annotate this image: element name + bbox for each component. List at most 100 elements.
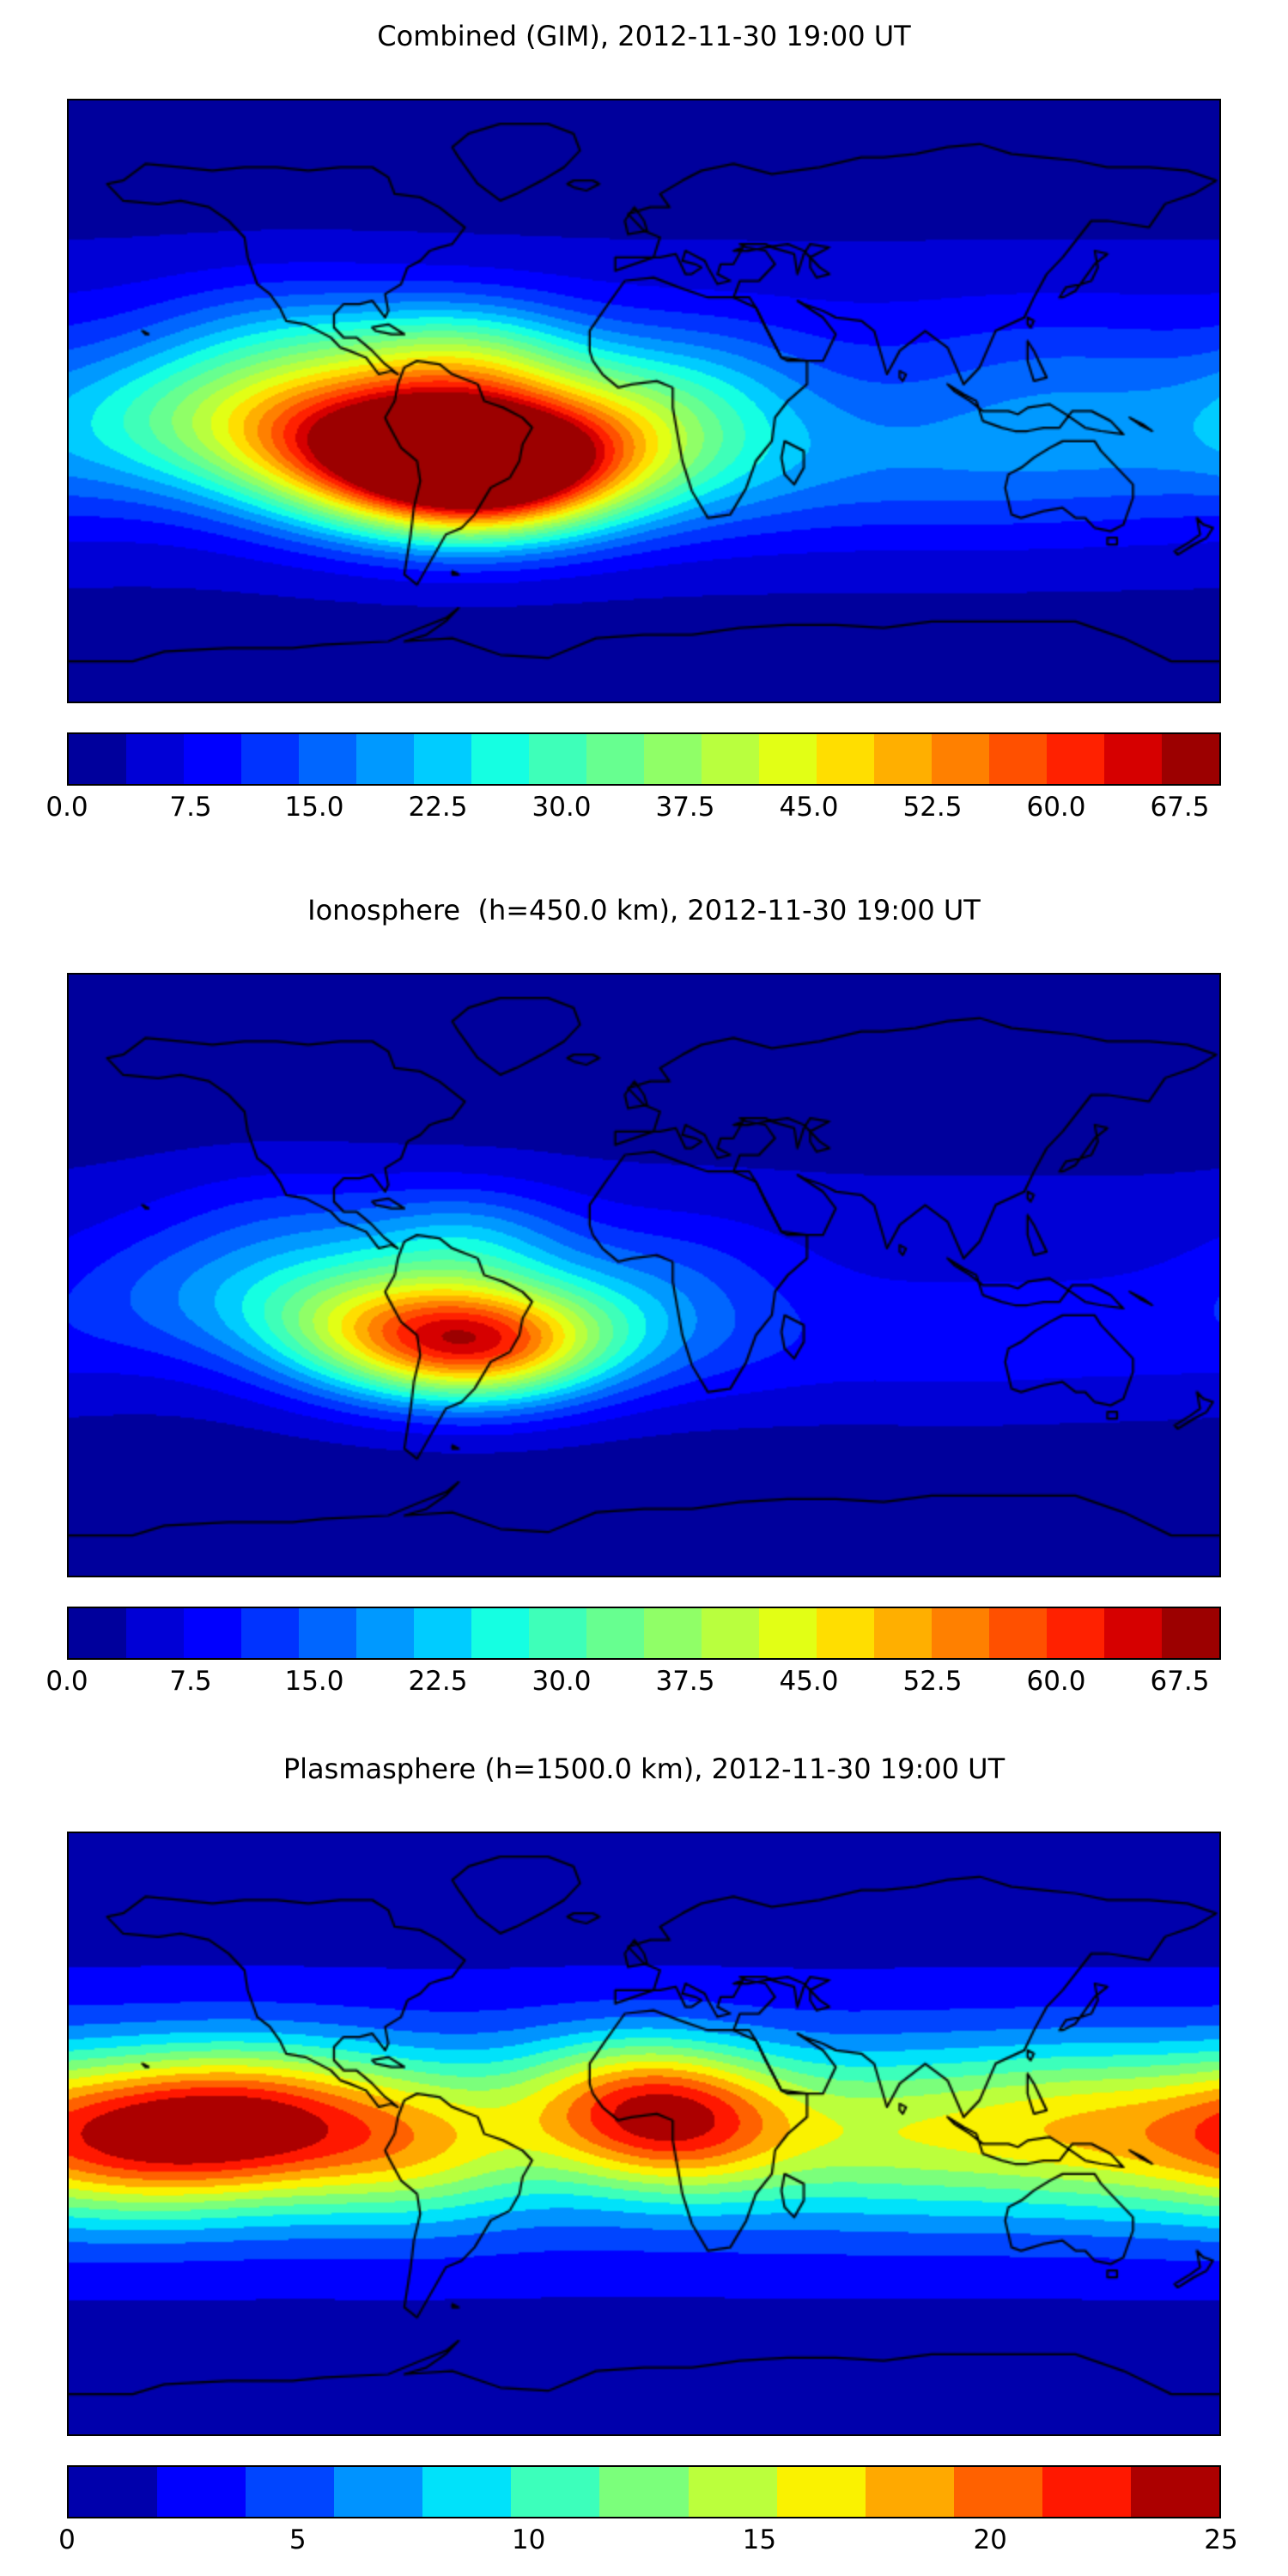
colorbar-tick-label: 7.5 [169,792,212,823]
colorbar-segment [932,1608,989,1658]
colorbar-segment [184,734,241,784]
colorbar-combined-gim [67,732,1221,786]
colorbar-segment [1162,1608,1219,1658]
colorbar-segment [69,2467,158,2517]
colorbar-segment [1042,2467,1131,2517]
colorbar-segment [69,734,126,784]
colorbar-strip-plasmasphere [69,2467,1219,2517]
colorbar-tick-label: 37.5 [655,792,715,823]
colorbar-segment [759,1608,817,1658]
colorbar-segment [511,2467,600,2517]
map-image-plasmasphere [69,1833,1219,2434]
colorbar-tick-label: 15.0 [284,1666,344,1697]
colorbar-tick-label: 0.0 [46,792,88,823]
colorbar-ionosphere [67,1607,1221,1660]
colorbar-tick-label: 0.0 [46,1666,88,1697]
colorbar-segment [471,1608,529,1658]
colorbar-segment [1047,1608,1104,1658]
colorbar-tick-label: 22.5 [408,1666,468,1697]
colorbar-tick-label: 20 [973,2524,1007,2555]
colorbar-segment [759,734,817,784]
panel-combined-gim: Combined (GIM), 2012-11-30 19:00 UT 0.0 7… [0,0,1288,859]
colorbar-segment [932,734,989,784]
map-axes-combined-gim [67,99,1221,703]
colorbar-segment [702,734,759,784]
colorbar-segment [874,734,932,784]
colorbar-tick-label: 67.5 [1150,792,1210,823]
colorbar-tick-label: 52.5 [902,1666,963,1697]
colorbar-segment [241,734,299,784]
colorbar-segment [422,2467,512,2517]
colorbar-ticklabels-ionosphere: 0.0 7.5 15.0 22.5 30.0 37.5 45.0 52.5 60.0 67.5 [46,1662,1221,1701]
colorbar-segment [356,1608,414,1658]
colorbar-segment [299,734,356,784]
colorbar-segment [299,1608,356,1658]
colorbar-strip-ionosphere [69,1608,1219,1658]
colorbar-tick-label: 5 [289,2524,307,2555]
colorbar-segment [414,1608,471,1658]
colorbar-tick-label: 15.0 [284,792,344,823]
colorbar-segment [246,2467,335,2517]
colorbar-tick-label: 30.0 [532,1666,592,1697]
colorbar-segment [702,1608,759,1658]
panel-title-combined-gim: Combined (GIM), 2012-11-30 19:00 UT [377,20,911,52]
colorbar-plasmasphere [67,2465,1221,2518]
colorbar-segment [586,1608,644,1658]
colorbar-segment [529,1608,586,1658]
colorbar-tick-label: 0 [58,2524,76,2555]
colorbar-tick-label: 22.5 [408,792,468,823]
colorbar-segment [644,1608,702,1658]
colorbar-tick-label: 67.5 [1150,1666,1210,1697]
colorbar-segment [1162,734,1219,784]
panel-title-ionosphere: Ionosphere (h=450.0 km), 2012-11-30 19:0… [307,894,981,927]
colorbar-segment [1047,734,1104,784]
map-axes-plasmasphere [67,1832,1221,2436]
colorbar-segment [184,1608,241,1658]
colorbar-segment [644,734,702,784]
map-axes-ionosphere [67,973,1221,1577]
colorbar-tick-label: 52.5 [902,792,963,823]
colorbar-segment [529,734,586,784]
colorbar-segment [126,734,184,784]
colorbar-segment [356,734,414,784]
colorbar-tick-label: 45.0 [779,1666,839,1697]
colorbar-tick-label: 25 [1204,2524,1238,2555]
colorbar-segment [1104,734,1162,784]
colorbar-segment [1130,2467,1219,2517]
panel-title-plasmasphere: Plasmasphere (h=1500.0 km), 2012-11-30 1… [283,1753,1005,1785]
panel-plasmasphere: Plasmasphere (h=1500.0 km), 2012-11-30 1… [0,1717,1288,2576]
colorbar-segment [989,734,1047,784]
colorbar-segment [817,734,874,784]
colorbar-segment [688,2467,777,2517]
colorbar-segment [599,2467,689,2517]
colorbar-segment [989,1608,1047,1658]
colorbar-segment [586,734,644,784]
colorbar-segment [874,1608,932,1658]
colorbar-ticklabels-plasmasphere: 0 5 10 15 20 25 [58,2520,1238,2560]
colorbar-segment [334,2467,423,2517]
colorbar-segment [953,2467,1042,2517]
colorbar-tick-label: 45.0 [779,792,839,823]
colorbar-tick-label: 7.5 [169,1666,212,1697]
colorbar-segment [776,2467,866,2517]
colorbar-tick-label: 10 [511,2524,546,2555]
colorbar-segment [865,2467,954,2517]
colorbar-tick-label: 15 [742,2524,777,2555]
colorbar-segment [817,1608,874,1658]
colorbar-strip-combined-gim [69,734,1219,784]
colorbar-tick-label: 30.0 [532,792,592,823]
colorbar-segment [157,2467,246,2517]
map-image-combined-gim [69,100,1219,702]
colorbar-tick-label: 37.5 [655,1666,715,1697]
panel-ionosphere: Ionosphere (h=450.0 km), 2012-11-30 19:0… [0,859,1288,1717]
colorbar-segment [69,1608,126,1658]
map-image-ionosphere [69,975,1219,1576]
colorbar-segment [414,734,471,784]
colorbar-tick-label: 60.0 [1026,792,1086,823]
colorbar-segment [471,734,529,784]
colorbar-segment [1104,1608,1162,1658]
colorbar-segment [241,1608,299,1658]
colorbar-ticklabels-combined-gim: 0.0 7.5 15.0 22.5 30.0 37.5 45.0 52.5 60.0 67.5 [46,787,1221,827]
colorbar-segment [126,1608,184,1658]
